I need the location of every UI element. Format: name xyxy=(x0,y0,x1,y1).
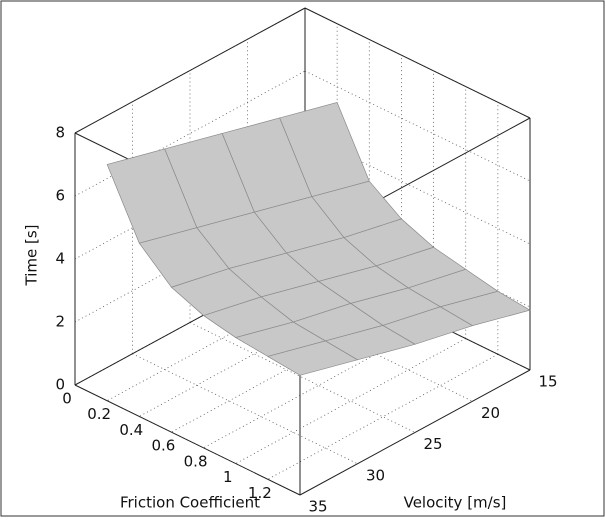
y-tick-label: 15 xyxy=(538,373,557,391)
y-tick-label: 25 xyxy=(423,435,442,453)
x-tick-label: 0.2 xyxy=(87,405,111,423)
box-edge xyxy=(304,7,531,119)
y-tick-label: 35 xyxy=(308,498,327,516)
x-tick-label: 1.2 xyxy=(248,484,272,502)
z-tick-label: 4 xyxy=(55,250,65,268)
x-tick-label: 0.4 xyxy=(119,421,143,439)
x-tick-label: 0 xyxy=(62,390,72,408)
box-edge xyxy=(74,384,301,496)
x-tick-label: 0.8 xyxy=(184,452,208,470)
y-tick-label: 30 xyxy=(366,466,385,484)
z-tick-label: 0 xyxy=(55,376,65,394)
grid-line xyxy=(304,70,531,182)
z-tick-label: 6 xyxy=(55,187,65,205)
y-axis-label: Velocity [m/s] xyxy=(404,494,507,512)
grid-line xyxy=(304,133,531,245)
x-axis-label: Friction Coefficient xyxy=(120,494,260,512)
surface-patch xyxy=(266,340,359,376)
grid-line xyxy=(132,353,358,465)
x-tick-label: 1 xyxy=(223,468,233,486)
z-tick-label: 8 xyxy=(55,124,65,142)
x-tick-label: 0.6 xyxy=(151,437,175,455)
grid-line xyxy=(247,290,473,402)
box-edge xyxy=(299,369,531,496)
z-tick-label: 2 xyxy=(55,313,65,331)
z-axis-label: Time [s] xyxy=(23,225,41,287)
box-edge xyxy=(74,7,306,134)
grid-line xyxy=(189,322,416,433)
y-tick-label: 20 xyxy=(481,404,500,422)
